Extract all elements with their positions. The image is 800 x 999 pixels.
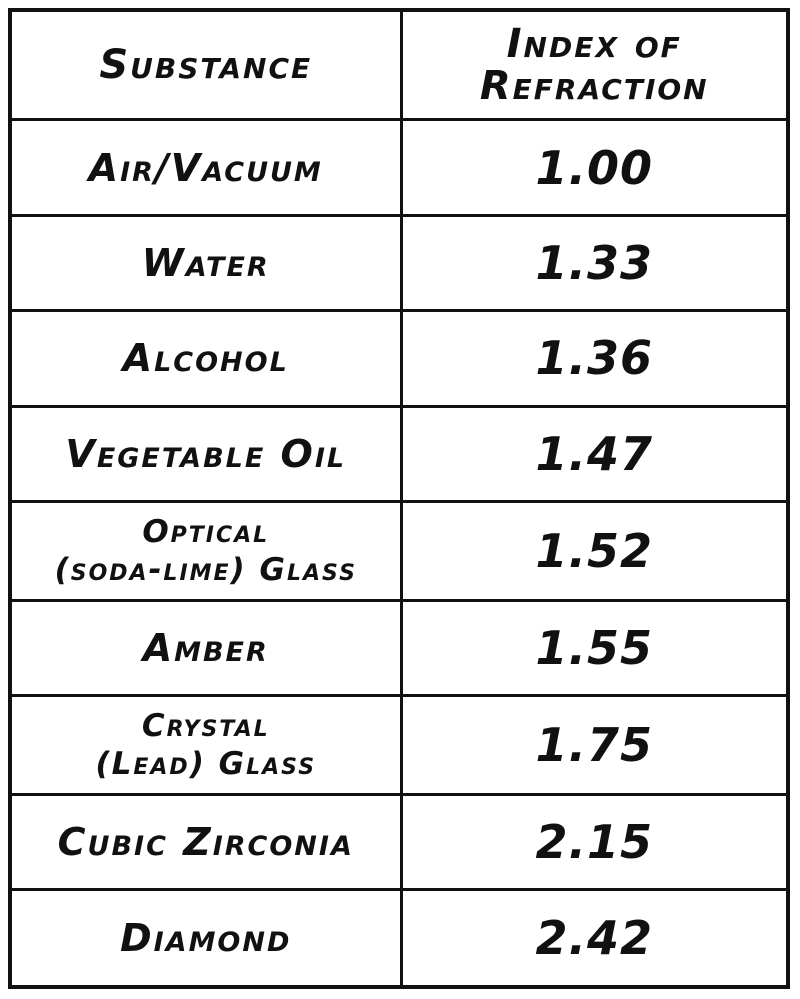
refraction-table: Substance Index of Refraction Air/Vacuum… xyxy=(8,8,790,989)
substance-name-line2: (Lead) Glass xyxy=(95,745,317,782)
substance-cell: Cubic Zirconia xyxy=(12,792,403,891)
substance-name: Alcohol xyxy=(122,336,289,381)
substance-cell: Water xyxy=(12,213,403,313)
substance-cell: Amber xyxy=(12,598,403,698)
substance-name: Amber xyxy=(142,625,269,670)
index-cell: 1.00 xyxy=(399,118,786,217)
substance-name: Diamond xyxy=(120,915,292,960)
substance-name-line2: (soda-lime) Glass xyxy=(54,551,357,588)
table-row: Optical (soda-lime) Glass 1.52 xyxy=(12,500,786,602)
index-cell: 1.75 xyxy=(399,694,786,796)
substance-name: Vegetable Oil xyxy=(65,431,347,476)
substance-cell: Air/Vacuum xyxy=(12,118,403,217)
header-index-of-refraction: Index of Refraction xyxy=(399,12,786,122)
header-index-line2: Refraction xyxy=(479,63,709,110)
index-cell: 2.15 xyxy=(399,792,786,891)
table-row: Diamond 2.42 xyxy=(12,887,786,985)
substance-name: Cubic Zirconia xyxy=(57,819,354,864)
index-cell: 2.42 xyxy=(399,887,786,985)
substance-name: Air/Vacuum xyxy=(88,145,323,190)
index-cell: 1.33 xyxy=(399,213,786,313)
header-index-line1: Index of xyxy=(506,21,682,68)
substance-name-line1: Crystal xyxy=(141,707,270,744)
table-row: Cubic Zirconia 2.15 xyxy=(12,792,786,891)
substance-cell: Crystal (Lead) Glass xyxy=(12,694,403,796)
substance-cell: Alcohol xyxy=(12,309,403,408)
table-row: Air/Vacuum 1.00 xyxy=(12,118,786,217)
index-cell: 1.52 xyxy=(399,500,786,602)
substance-cell: Vegetable Oil xyxy=(12,404,403,504)
table-row: Water 1.33 xyxy=(12,213,786,313)
index-cell: 1.36 xyxy=(399,309,786,408)
refraction-table-grid: Substance Index of Refraction Air/Vacuum… xyxy=(12,12,786,985)
index-cell: 1.47 xyxy=(399,404,786,504)
header-substance: Substance xyxy=(12,12,403,122)
table-row: Alcohol 1.36 xyxy=(12,309,786,408)
substance-name-line1: Optical xyxy=(142,513,270,550)
table-row: Vegetable Oil 1.47 xyxy=(12,404,786,504)
header-row: Substance Index of Refraction xyxy=(12,12,786,122)
table-row: Amber 1.55 xyxy=(12,598,786,698)
substance-cell: Optical (soda-lime) Glass xyxy=(12,500,403,602)
index-cell: 1.55 xyxy=(399,598,786,698)
substance-cell: Diamond xyxy=(12,887,403,985)
substance-name: Water xyxy=(141,241,270,285)
table-row: Crystal (Lead) Glass 1.75 xyxy=(12,694,786,796)
